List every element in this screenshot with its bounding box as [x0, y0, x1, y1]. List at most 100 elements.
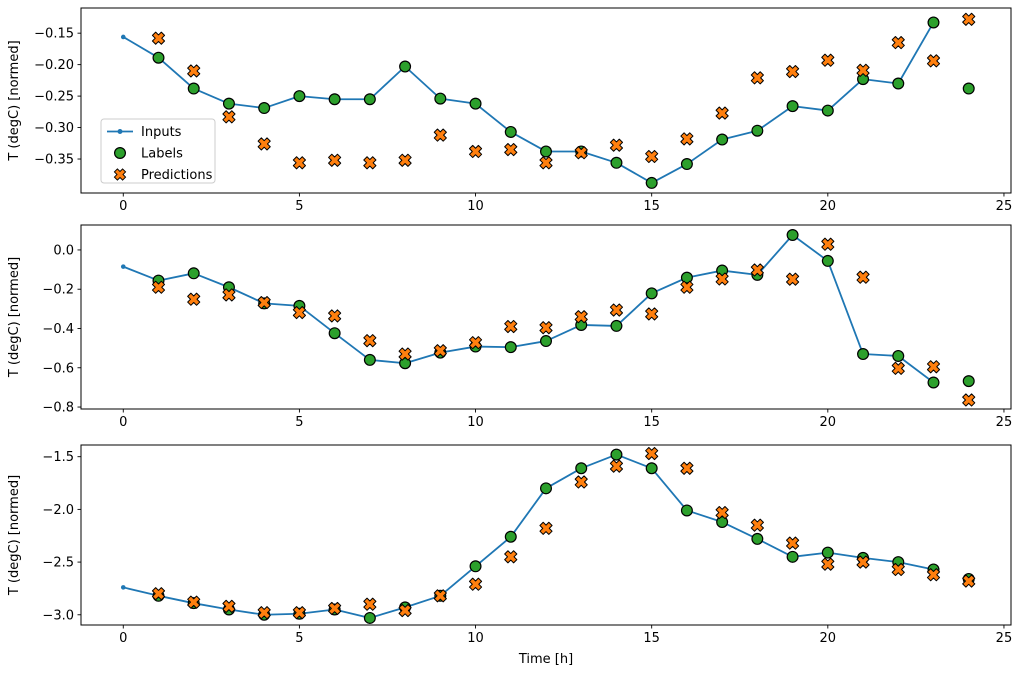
predictions-marker: [363, 597, 377, 611]
labels-marker: [434, 92, 447, 105]
y-tick-label: −0.6: [42, 361, 74, 376]
labels-marker: [363, 611, 376, 624]
x-tick-label: 20: [820, 415, 837, 430]
labels-marker: [751, 532, 764, 545]
labels-marker: [680, 504, 693, 517]
legend-label-labels: Labels: [141, 147, 183, 162]
predictions-marker: [645, 307, 659, 321]
labels-marker: [504, 341, 517, 354]
labels-marker: [610, 319, 623, 332]
predictions-marker: [222, 599, 236, 613]
predictions-marker: [363, 334, 377, 348]
y-tick-label: −0.25: [34, 90, 74, 105]
labels-marker: [645, 287, 658, 300]
predictions-marker: [257, 606, 271, 620]
predictions-marker: [856, 555, 870, 569]
x-tick-label: 5: [295, 199, 303, 214]
subplot-2: 0 5 10 15 20 25 0.0 −0.2 −0.4 −0.6 −0.8 T (degC) [n…: [7, 224, 1013, 430]
y-tick-label: −0.35: [34, 153, 74, 168]
predictions-marker: [398, 347, 412, 361]
x-tick-label: 20: [820, 199, 837, 214]
y-tick-label: −1.5: [42, 450, 74, 465]
x-tick-label: 10: [467, 631, 484, 646]
labels-marker: [504, 530, 517, 543]
x-tick-label: 25: [996, 199, 1013, 214]
labels-marker: [821, 254, 834, 267]
x-tick-label: 5: [295, 631, 303, 646]
labels-marker: [680, 158, 693, 171]
subplot-1: 0 5 10 15 20 25 −0.15 −0.20 −0.25 −0.30 −0.35 T (de…: [7, 7, 1013, 214]
predictions-marker: [433, 344, 447, 358]
labels-marker: [152, 51, 165, 64]
legend-label-predictions: Predictions: [141, 168, 213, 183]
inputs-marker: [120, 585, 126, 590]
axes-frame: [80, 444, 1012, 626]
labels-marker: [293, 90, 306, 103]
x-tick-label: 10: [467, 415, 484, 430]
labels-marker: [821, 546, 834, 559]
predictions-marker: [574, 475, 588, 489]
labels-marker: [645, 462, 658, 475]
y-tick-label: −0.30: [34, 121, 74, 136]
predictions-marker: [926, 568, 941, 582]
labels-marker: [716, 516, 729, 529]
predictions-marker: [962, 393, 976, 407]
legend: Inputs Labels Predictions: [100, 118, 216, 184]
predictions-marker: [398, 603, 412, 618]
y-axis-label: T (degC) [normed]: [7, 475, 22, 596]
x-tick-label: 25: [996, 631, 1013, 646]
predictions-marker: [433, 589, 447, 603]
predictions-marker: [926, 54, 941, 68]
labels-marker: [539, 482, 552, 495]
predictions-marker: [645, 446, 659, 461]
labels-marker: [857, 348, 870, 361]
predictions-marker: [292, 156, 306, 170]
predictions-marker: [433, 128, 447, 142]
predictions-marker: [328, 153, 342, 167]
labels-marker: [751, 124, 764, 137]
labels-marker: [610, 156, 623, 169]
labels-marker: [575, 462, 588, 475]
labels-marker: [716, 133, 729, 146]
predictions-marker: [609, 303, 624, 317]
y-axis-label: T (degC) [normed]: [7, 257, 22, 378]
labels-marker: [645, 176, 658, 189]
labels-marker: [786, 100, 799, 113]
predictions-marker: [609, 138, 624, 152]
labels-marker: [786, 229, 799, 242]
predictions-marker: [891, 36, 905, 50]
inputs-line: [123, 453, 934, 619]
predictions-marker: [539, 321, 553, 335]
predictions-marker: [962, 12, 976, 26]
predictions-marker: [151, 587, 166, 601]
predictions-marker: [468, 577, 483, 591]
predictions-marker: [750, 518, 764, 532]
predictions-marker: [891, 361, 905, 375]
labels-marker: [363, 353, 376, 366]
labels-marker: [258, 102, 271, 115]
labels-marker: [469, 97, 482, 110]
predictions-marker: [750, 71, 764, 85]
predictions-marker: [645, 149, 659, 164]
predictions-marker: [962, 574, 976, 588]
x-tick-label: 15: [643, 631, 660, 646]
labels-marker: [892, 349, 905, 362]
y-tick-label: −3.0: [42, 608, 74, 623]
y-tick-label: −2.0: [42, 503, 74, 518]
predictions-marker: [222, 110, 236, 124]
x-tick-label: 0: [119, 415, 127, 430]
labels-marker: [927, 16, 940, 29]
x-tick-label: 25: [996, 415, 1013, 430]
x-axis-label: Time [h]: [518, 652, 573, 667]
labels-marker: [363, 93, 376, 106]
labels-marker: [927, 376, 940, 389]
predictions-marker: [715, 106, 729, 120]
predictions-marker: [292, 606, 306, 620]
y-tick-label: −0.2: [42, 283, 74, 298]
legend-box: [100, 118, 216, 184]
predictions-marker: [504, 550, 518, 564]
x-tick-label: 0: [119, 199, 127, 214]
labels-marker: [892, 77, 905, 90]
predictions-marker: [786, 536, 800, 550]
